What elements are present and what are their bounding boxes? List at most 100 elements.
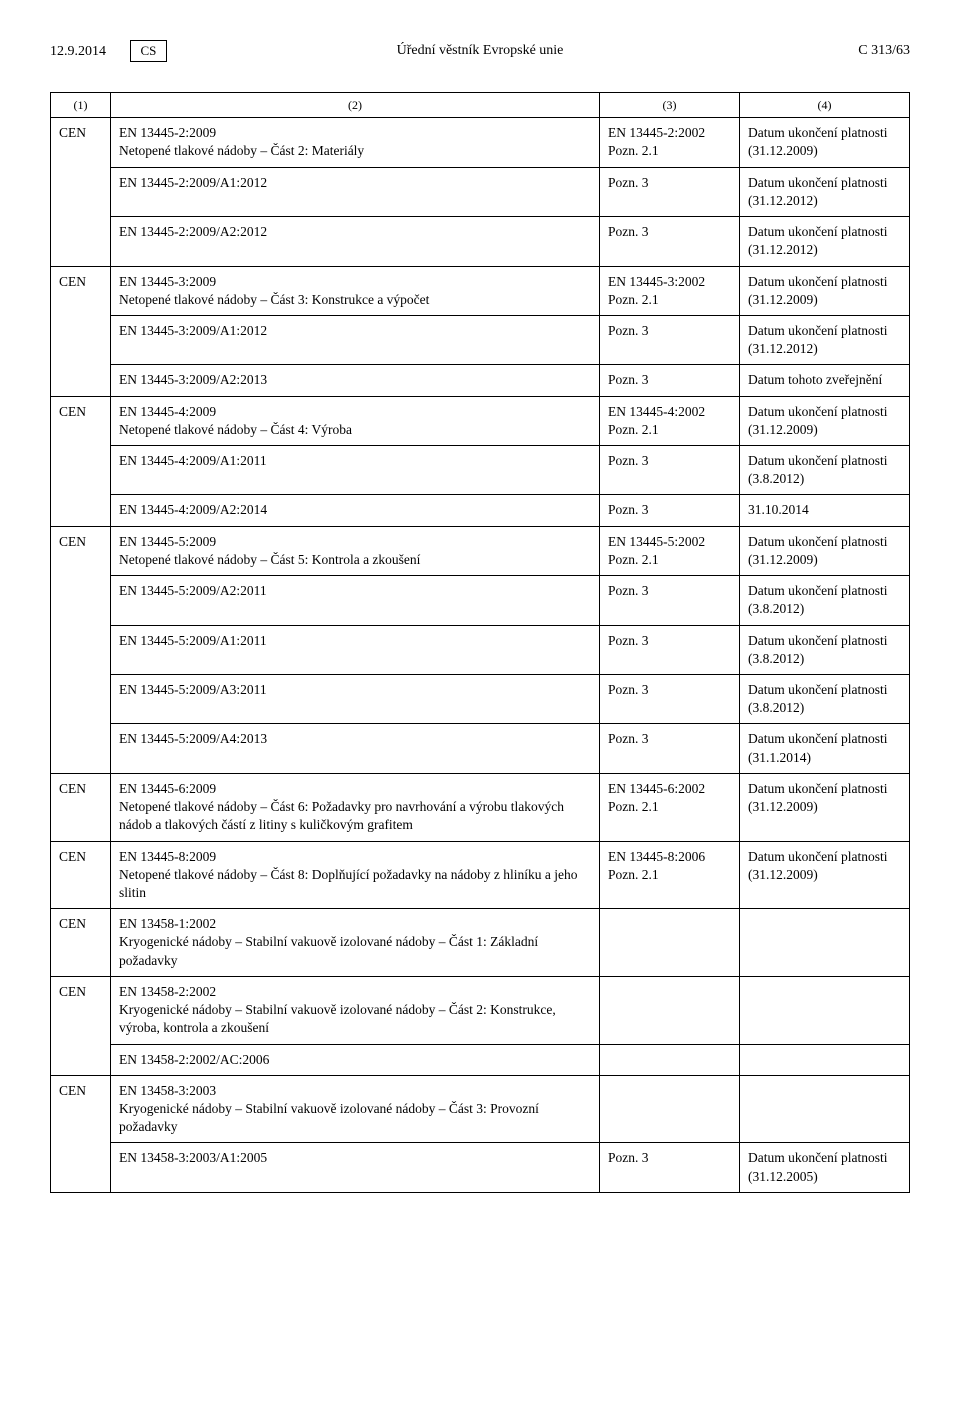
pozn-cell: Pozn. 3 xyxy=(600,495,740,526)
ref-cell: EN 13445-5:2002Pozn. 2.1 xyxy=(600,526,740,575)
standard-cell: EN 13445-8:2009Netopené tlakové nádoby –… xyxy=(111,841,600,909)
status-date: (3.8.2012) xyxy=(748,600,901,618)
org-cell: CEN xyxy=(51,909,111,977)
header-page-ref: C 313/63 xyxy=(760,43,910,59)
ref-pozn: Pozn. 2.1 xyxy=(608,798,731,816)
status-date: (31.12.2009) xyxy=(748,551,901,569)
status-date: (3.8.2012) xyxy=(748,650,901,668)
amendment-cell: EN 13445-4:2009/A1:2011 xyxy=(111,446,600,495)
ref-cell: EN 13445-4:2002Pozn. 2.1 xyxy=(600,396,740,445)
standard-cell: EN 13458-1:2002Kryogenické nádoby – Stab… xyxy=(111,909,600,977)
standard-code: EN 13445-2:2009 xyxy=(119,124,591,142)
status-cell: Datum ukončení platnosti(31.12.2009) xyxy=(740,526,910,575)
status-text: Datum ukončení platnosti xyxy=(748,582,901,600)
standard-cell: EN 13445-5:2009Netopené tlakové nádoby –… xyxy=(111,526,600,575)
col-header-3: (3) xyxy=(600,93,740,118)
ref-cell: EN 13445-3:2002Pozn. 2.1 xyxy=(600,266,740,315)
standard-desc: Netopené tlakové nádoby – Část 8: Doplňu… xyxy=(119,866,591,902)
ref-cell xyxy=(600,976,740,1044)
standards-table: (1) (2) (3) (4) CENEN 13445-2:2009Netope… xyxy=(50,92,910,1193)
standard-code: EN 13445-4:2009 xyxy=(119,403,591,421)
status-cell: 31.10.2014 xyxy=(740,495,910,526)
table-sub-row: EN 13445-4:2009/A1:2011Pozn. 3Datum ukon… xyxy=(51,446,910,495)
table-sub-row: EN 13445-3:2009/A2:2013Pozn. 3Datum toho… xyxy=(51,365,910,396)
table-sub-row: EN 13445-2:2009/A1:2012Pozn. 3Datum ukon… xyxy=(51,167,910,216)
status-date: (31.12.2012) xyxy=(748,192,901,210)
status-cell xyxy=(740,1044,910,1075)
status-date: (31.12.2009) xyxy=(748,421,901,439)
standard-code: EN 13445-8:2009 xyxy=(119,848,591,866)
ref-pozn: Pozn. 2.1 xyxy=(608,421,731,439)
amendment-cell: EN 13445-4:2009/A2:2014 xyxy=(111,495,600,526)
status-date: (3.8.2012) xyxy=(748,699,901,717)
ref-pozn: Pozn. 2.1 xyxy=(608,866,731,884)
pozn-cell: Pozn. 3 xyxy=(600,724,740,773)
status-text: Datum ukončení platnosti xyxy=(748,403,901,421)
table-sub-row: EN 13445-5:2009/A3:2011Pozn. 3Datum ukon… xyxy=(51,675,910,724)
status-cell: Datum ukončení platnosti(31.12.2012) xyxy=(740,315,910,364)
ref-code: EN 13445-3:2002 xyxy=(608,273,731,291)
table-sub-row: EN 13445-3:2009/A1:2012Pozn. 3Datum ukon… xyxy=(51,315,910,364)
status-text: Datum ukončení platnosti xyxy=(748,681,901,699)
status-cell xyxy=(740,976,910,1044)
status-cell: Datum ukončení platnosti(31.12.2005) xyxy=(740,1143,910,1192)
col-header-2: (2) xyxy=(111,93,600,118)
standard-cell: EN 13458-2:2002Kryogenické nádoby – Stab… xyxy=(111,976,600,1044)
status-date: (31.12.2009) xyxy=(748,866,901,884)
table-row: CENEN 13445-8:2009Netopené tlakové nádob… xyxy=(51,841,910,909)
org-cell: CEN xyxy=(51,118,111,266)
status-cell: Datum ukončení platnosti(3.8.2012) xyxy=(740,625,910,674)
status-cell: Datum ukončení platnosti(31.1.2014) xyxy=(740,724,910,773)
amendment-cell: EN 13445-3:2009/A1:2012 xyxy=(111,315,600,364)
amendment-cell: EN 13458-2:2002/AC:2006 xyxy=(111,1044,600,1075)
standard-cell: EN 13445-4:2009Netopené tlakové nádoby –… xyxy=(111,396,600,445)
table-row: CENEN 13445-3:2009Netopené tlakové nádob… xyxy=(51,266,910,315)
status-cell: Datum ukončení platnosti(3.8.2012) xyxy=(740,446,910,495)
col-header-1: (1) xyxy=(51,93,111,118)
status-cell: Datum ukončení platnosti(31.12.2009) xyxy=(740,118,910,167)
pozn-cell: Pozn. 3 xyxy=(600,365,740,396)
status-date: (3.8.2012) xyxy=(748,470,901,488)
org-cell: CEN xyxy=(51,1075,111,1192)
pozn-cell: Pozn. 3 xyxy=(600,446,740,495)
status-text: Datum ukončení platnosti xyxy=(748,452,901,470)
table-sub-row: EN 13445-5:2009/A4:2013Pozn. 3Datum ukon… xyxy=(51,724,910,773)
status-date: (31.12.2009) xyxy=(748,142,901,160)
amendment-cell: EN 13445-2:2009/A1:2012 xyxy=(111,167,600,216)
org-cell: CEN xyxy=(51,266,111,396)
pozn-cell xyxy=(600,1044,740,1075)
status-cell: Datum ukončení platnosti(31.12.2009) xyxy=(740,841,910,909)
table-row: CENEN 13445-6:2009Netopené tlakové nádob… xyxy=(51,773,910,841)
status-text: Datum ukončení platnosti xyxy=(748,124,901,142)
standard-code: EN 13445-6:2009 xyxy=(119,780,591,798)
status-text: Datum ukončení platnosti xyxy=(748,780,901,798)
standard-desc: Netopené tlakové nádoby – Část 4: Výroba xyxy=(119,421,591,439)
status-text: Datum ukončení platnosti xyxy=(748,848,901,866)
org-cell: CEN xyxy=(51,526,111,773)
status-text: Datum ukončení platnosti xyxy=(748,174,901,192)
standard-code: EN 13458-2:2002 xyxy=(119,983,591,1001)
status-text: Datum ukončení platnosti xyxy=(748,273,901,291)
status-date: (31.1.2014) xyxy=(748,749,901,767)
ref-cell: EN 13445-6:2002Pozn. 2.1 xyxy=(600,773,740,841)
ref-pozn: Pozn. 2.1 xyxy=(608,551,731,569)
table-row: CENEN 13445-2:2009Netopené tlakové nádob… xyxy=(51,118,910,167)
table-row: CENEN 13458-1:2002Kryogenické nádoby – S… xyxy=(51,909,910,977)
status-text: Datum ukončení platnosti xyxy=(748,533,901,551)
amendment-cell: EN 13445-5:2009/A2:2011 xyxy=(111,576,600,625)
status-text: Datum ukončení platnosti xyxy=(748,1149,901,1167)
status-cell: Datum ukončení platnosti(3.8.2012) xyxy=(740,675,910,724)
ref-code: EN 13445-2:2002 xyxy=(608,124,731,142)
pozn-cell: Pozn. 3 xyxy=(600,315,740,364)
standard-code: EN 13458-3:2003 xyxy=(119,1082,591,1100)
status-date: (31.12.2005) xyxy=(748,1168,901,1186)
table-row: CENEN 13458-3:2003Kryogenické nádoby – S… xyxy=(51,1075,910,1143)
amendment-cell: EN 13445-3:2009/A2:2013 xyxy=(111,365,600,396)
table-sub-row: EN 13445-5:2009/A1:2011Pozn. 3Datum ukon… xyxy=(51,625,910,674)
table-sub-row: EN 13445-2:2009/A2:2012Pozn. 3Datum ukon… xyxy=(51,217,910,266)
status-date: (31.12.2012) xyxy=(748,241,901,259)
standard-code: EN 13445-3:2009 xyxy=(119,273,591,291)
header-journal: Úřední věstník Evropské unie xyxy=(200,43,760,59)
amendment-cell: EN 13445-5:2009/A4:2013 xyxy=(111,724,600,773)
header-left: 12.9.2014 CS xyxy=(50,40,200,62)
